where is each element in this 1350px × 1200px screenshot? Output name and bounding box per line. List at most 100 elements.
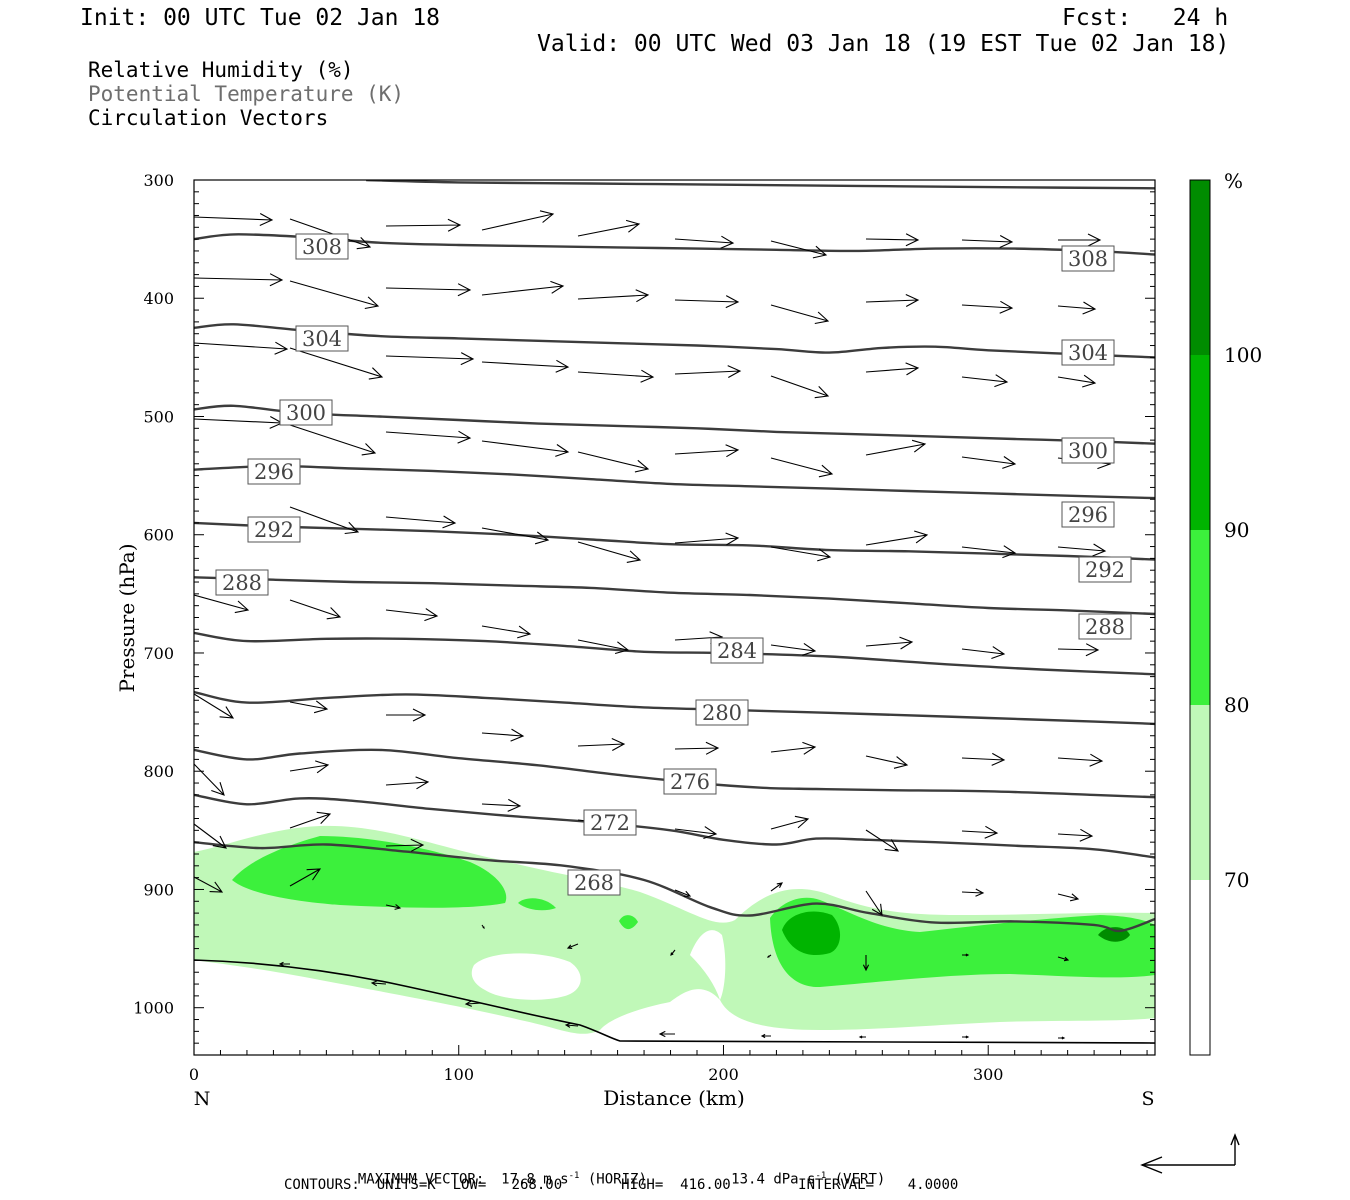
circulation-vector [385, 776, 430, 790]
colorbar-below-70 [1190, 880, 1210, 1055]
circulation-vector [481, 280, 565, 296]
circulation-vector [1057, 893, 1080, 902]
contour-label-308: 308 [302, 235, 342, 259]
contour-label-box [215, 569, 269, 596]
theta-contour-280 [194, 690, 1155, 726]
circulation-vector [862, 955, 870, 972]
circulation-vector [961, 825, 999, 839]
circulation-vector [962, 953, 970, 957]
circulation-vector [481, 210, 555, 231]
contour-label-308: 308 [1068, 247, 1108, 271]
colorbar-80 [1190, 530, 1210, 705]
y-tick-label: 400 [143, 289, 174, 308]
y-tick-label: 900 [143, 880, 174, 899]
circulation-vector [961, 300, 1014, 314]
colorbar-label: 100 [1224, 343, 1262, 367]
circulation-vector [289, 599, 342, 620]
max-vector-vert-exp: -1 [815, 1171, 827, 1181]
colorbar-label: 70 [1224, 868, 1249, 892]
contours-info-line: CONTOURS: UNITS=K LOW= 268.00 HIGH= 416.… [284, 1177, 959, 1193]
circulation-vector [865, 233, 920, 247]
contour-label-box [1061, 437, 1115, 464]
circulation-vector [865, 293, 920, 307]
circulation-vector [577, 451, 650, 473]
circulation-vector [385, 352, 475, 366]
colorbar: % 70 80 90 100 [1189, 169, 1262, 1056]
circulation-vector [577, 219, 641, 237]
circulation-vector [577, 737, 626, 751]
circulation-vector [961, 888, 985, 897]
circulation-vector [770, 304, 830, 325]
theta-contour-296 [194, 464, 1155, 500]
circulation-vector [865, 829, 900, 852]
circulation-vector [577, 541, 642, 563]
contour-label-288: 288 [1085, 615, 1125, 639]
circulation-vector [858, 1035, 866, 1039]
circulation-vector [289, 347, 384, 380]
y-axis-title: Pressure (hPa) [115, 544, 139, 693]
circulation-vector [766, 954, 772, 958]
contour-label-292: 292 [1085, 558, 1125, 582]
max-vector-horiz-exp: -1 [568, 1171, 580, 1181]
max-vector-vert: 13.4 dPa s [731, 1171, 816, 1188]
x-tick-labels: 0 100 200 300 [189, 1065, 1004, 1084]
contour-label-288: 288 [222, 571, 262, 595]
rh-dry-notch [690, 930, 726, 1000]
contour-label-box [1078, 556, 1132, 583]
circulation-vector [1057, 956, 1070, 962]
circulation-vector [289, 506, 360, 535]
max-vector-horiz: 17.8 m s [501, 1171, 569, 1188]
legend-potential-temperature: Potential Temperature (K) [88, 82, 405, 106]
colorbar-label: 80 [1224, 693, 1249, 717]
rh-80-region-patch [518, 898, 556, 911]
contour-labels: 268 272 276 280 284 288 288 292 292 296 296 300 300 3… [215, 233, 1132, 896]
circulation-vector [770, 815, 810, 830]
circulation-vector [865, 755, 909, 769]
circulation-vector [370, 980, 387, 987]
circulation-vector [674, 295, 740, 309]
circulation-vector [385, 904, 402, 910]
colorbar-labels: 70 80 90 100 [1224, 343, 1262, 892]
circulation-vector [577, 289, 650, 303]
circulation-vector [386, 708, 427, 722]
axis-ticks [193, 179, 1155, 1055]
legend-relative-humidity: Relative Humidity (%) [88, 58, 354, 82]
theta-contour-272 [194, 793, 1155, 859]
circulation-vector [194, 823, 227, 849]
colorbar-frame [1189, 179, 1211, 1056]
circulation-vector [481, 798, 522, 812]
circulation-vector [674, 235, 735, 249]
contour-label-box [247, 458, 301, 485]
circulation-vector [1057, 374, 1097, 388]
circulation-vector [770, 546, 832, 562]
contour-label-280: 280 [702, 701, 742, 725]
contour-label-300: 300 [1068, 439, 1108, 463]
x-tick-label: 300 [973, 1065, 1004, 1084]
max-vector-label: MAXIMUM VECTOR: [357, 1171, 485, 1188]
contour-label-272: 272 [590, 811, 630, 835]
circulation-vector [770, 882, 784, 892]
circulation-vector [961, 545, 1017, 559]
colorbar-label: 90 [1224, 518, 1249, 542]
contour-label-304: 304 [302, 327, 342, 351]
circulation-vector [1058, 233, 1102, 247]
circulation-vector [289, 868, 322, 887]
circulation-vector [674, 444, 740, 458]
circulation-vector [194, 213, 274, 227]
circulation-vector [961, 456, 1017, 469]
reference-vector [1140, 1133, 1240, 1174]
rh-90-region [782, 911, 841, 956]
contour-label-292: 292 [254, 518, 294, 542]
x-tick-label: 100 [443, 1065, 474, 1084]
circulation-vector [577, 369, 655, 383]
circulation-vector [760, 1033, 771, 1039]
circulation-vector [865, 636, 914, 650]
contour-label-304: 304 [1068, 341, 1108, 365]
circulation-vectors [194, 210, 1112, 1040]
y-tick-label: 800 [143, 762, 174, 781]
circulation-vector [194, 876, 224, 893]
circulation-vector [564, 1022, 579, 1028]
contour-label-box [295, 233, 349, 260]
contour-label-276: 276 [670, 770, 710, 794]
